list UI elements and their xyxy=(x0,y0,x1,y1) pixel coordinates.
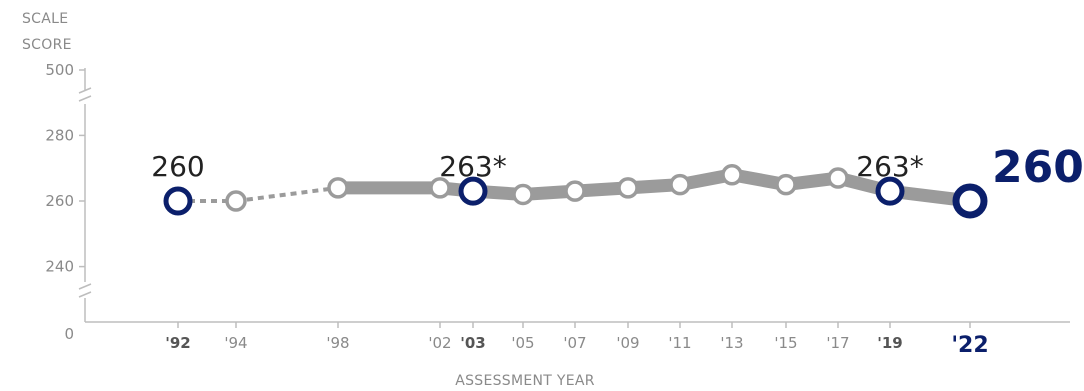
x-tick-label: '19 xyxy=(877,334,902,352)
x-tick-label: '11 xyxy=(668,334,691,352)
x-tick-label: '17 xyxy=(826,334,849,352)
value-callout: 263* xyxy=(439,150,506,183)
highlighted-point xyxy=(952,183,988,219)
y-tick-label: 0 xyxy=(64,325,74,343)
x-tick-labels: '92 '94 '98 '02 '03 '05 '07 '09 '11 '13 '15 '17 '19 '… xyxy=(165,322,989,358)
highlighted-point xyxy=(875,176,905,206)
x-tick-label: '02 xyxy=(428,334,451,352)
data-point xyxy=(429,177,451,199)
x-tick-label: '07 xyxy=(563,334,586,352)
series-segment-dashed xyxy=(235,185,339,203)
data-point xyxy=(721,164,743,186)
data-point xyxy=(775,173,797,196)
x-tick-label: '15 xyxy=(774,334,797,352)
data-point xyxy=(225,190,247,212)
highlighted-point xyxy=(163,186,193,216)
x-tick-label: '22 xyxy=(951,333,988,358)
data-point xyxy=(827,167,849,189)
axis-break-upper xyxy=(78,87,92,102)
y-tick-label: 260 xyxy=(45,192,74,210)
value-callouts: 260 263* 263* 260 xyxy=(151,142,1084,193)
y-tick-labels: 500 280 260 240 0 xyxy=(45,61,85,343)
x-tick-label: '94 xyxy=(224,334,247,352)
y-tick-label: 500 xyxy=(45,61,74,79)
final-value-callout: 260 xyxy=(992,142,1084,193)
x-tick-label: '92 xyxy=(165,334,190,352)
x-tick-label: '05 xyxy=(511,334,534,352)
highlighted-point xyxy=(458,176,488,206)
y-axis-title-line-1: SCALE xyxy=(22,11,68,27)
axes xyxy=(78,68,1070,323)
y-tick-label: 280 xyxy=(45,126,74,144)
value-callout: 263* xyxy=(856,150,923,183)
x-axis-title: ASSESSMENT YEAR xyxy=(455,373,595,389)
x-tick-label: '03 xyxy=(460,334,485,352)
data-point xyxy=(617,177,639,199)
data-points xyxy=(163,164,988,219)
data-point xyxy=(564,180,586,202)
y-tick-label: 240 xyxy=(45,258,74,276)
data-point xyxy=(327,177,349,199)
data-point xyxy=(512,183,534,206)
y-axis-title-line-2: SCORE xyxy=(22,37,72,53)
axis-break-lower xyxy=(78,283,92,298)
x-tick-label: '13 xyxy=(720,334,743,352)
x-tick-label: '98 xyxy=(326,334,349,352)
x-tick-label: '09 xyxy=(616,334,639,352)
value-callout: 260 xyxy=(151,150,204,183)
data-point xyxy=(669,173,691,196)
